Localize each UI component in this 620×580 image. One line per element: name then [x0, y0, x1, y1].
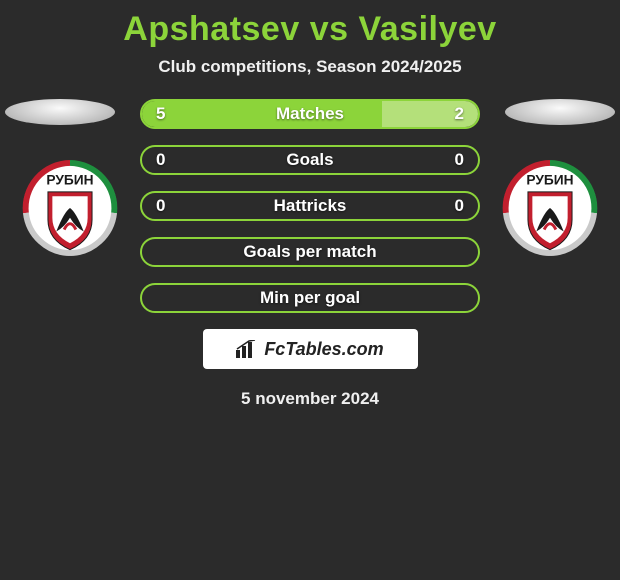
player2-club-logo: РУБИН — [501, 159, 599, 257]
vs-separator: vs — [300, 10, 359, 48]
stat-value-right: 2 — [455, 104, 464, 124]
player2-head-placeholder — [505, 99, 615, 125]
stat-fill-left — [142, 101, 382, 127]
stat-value-left: 0 — [156, 196, 165, 216]
stat-label: Goals per match — [243, 242, 376, 262]
stat-row: Min per goal — [140, 283, 480, 313]
stat-value-left: 0 — [156, 150, 165, 170]
stat-label: Goals — [286, 150, 333, 170]
player2-name: Vasilyev — [358, 10, 496, 48]
stat-row: 5 Matches 2 — [140, 99, 480, 129]
stat-row: 0 Hattricks 0 — [140, 191, 480, 221]
comparison-arena: РУБИН РУБИН 5 Matches 2 0 Goals 0 0 Hattricks 0 G… — [0, 99, 620, 409]
stat-bars-container: 5 Matches 2 0 Goals 0 0 Hattricks 0 Goals per mat… — [140, 99, 480, 313]
watermark-box: FcTables.com — [203, 329, 418, 369]
stat-row: 0 Goals 0 — [140, 145, 480, 175]
chart-icon — [236, 340, 258, 358]
svg-text:РУБИН: РУБИН — [526, 172, 573, 187]
player1-club-logo: РУБИН — [21, 159, 119, 257]
stat-label: Min per goal — [260, 288, 360, 308]
stat-label: Matches — [276, 104, 344, 124]
comparison-title: Apshatsev vs Vasilyev — [0, 0, 620, 49]
player1-name: Apshatsev — [123, 10, 299, 48]
svg-text:РУБИН: РУБИН — [46, 172, 93, 187]
comparison-date: 5 november 2024 — [0, 389, 620, 409]
stat-value-right: 0 — [455, 196, 464, 216]
stat-value-left: 5 — [156, 104, 165, 124]
comparison-subtitle: Club competitions, Season 2024/2025 — [0, 57, 620, 77]
stat-row: Goals per match — [140, 237, 480, 267]
stat-label: Hattricks — [274, 196, 347, 216]
stat-value-right: 0 — [455, 150, 464, 170]
watermark-text: FcTables.com — [264, 339, 383, 360]
player1-head-placeholder — [5, 99, 115, 125]
